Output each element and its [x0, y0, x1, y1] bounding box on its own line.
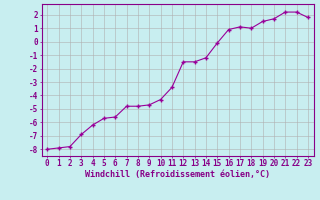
X-axis label: Windchill (Refroidissement éolien,°C): Windchill (Refroidissement éolien,°C) — [85, 170, 270, 179]
